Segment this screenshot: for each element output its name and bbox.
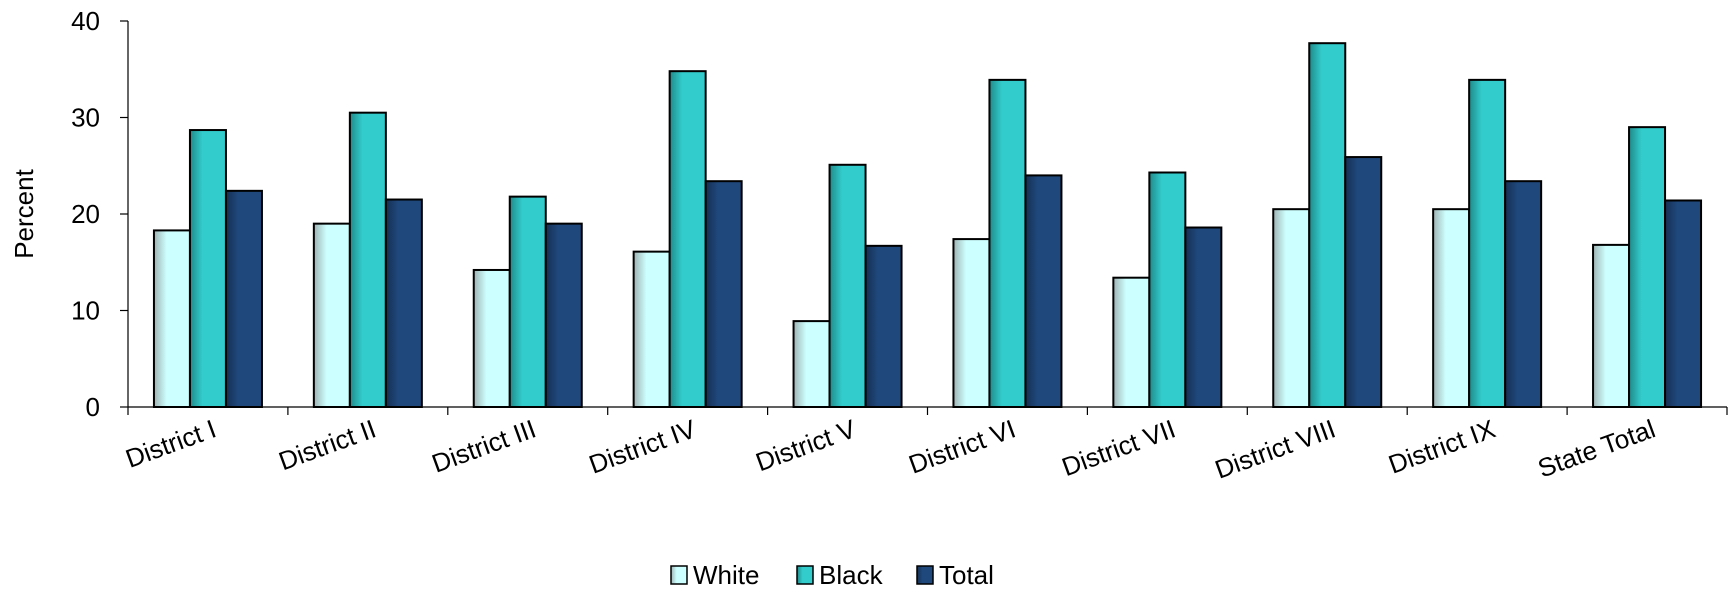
- bar-black-district-iii: [508, 195, 547, 408]
- bar-black-state-total: [1628, 126, 1667, 409]
- bar-total-district-iii: [544, 222, 583, 408]
- bar-black-district-i: [188, 129, 227, 408]
- x-tick-label-district-ix: District IX: [1384, 413, 1499, 479]
- x-tick-label-district-vi: District VI: [905, 413, 1020, 479]
- x-tick-label-district-v: District V: [752, 413, 861, 477]
- bar-white-district-v: [792, 320, 831, 408]
- legend-label-total: Total: [939, 560, 994, 590]
- y-tick-label: 0: [86, 392, 100, 422]
- legend: White Black Total: [670, 560, 994, 590]
- bar-white-district-vii: [1112, 276, 1151, 408]
- bar-total-district-i: [224, 189, 263, 408]
- bar-white-state-total: [1592, 243, 1631, 408]
- y-axis-title: Percent: [9, 168, 39, 258]
- legend-swatch-total: [916, 565, 934, 585]
- legend-swatch-black: [796, 565, 814, 585]
- bar-white-district-ix: [1432, 208, 1471, 408]
- bar-white-district-iv: [632, 250, 671, 408]
- bar-black-district-ii: [348, 111, 387, 409]
- bar-total-district-viii: [1344, 156, 1383, 408]
- bar-total-district-ix: [1504, 180, 1543, 408]
- axes-layer: [120, 20, 1728, 415]
- bar-white-district-i: [152, 229, 191, 408]
- bar-total-district-v: [864, 244, 903, 408]
- x-tick-label-district-viii: District VIII: [1211, 413, 1339, 484]
- bar-white-district-ii: [312, 222, 351, 408]
- x-tick-label-district-ii: District II: [275, 413, 380, 476]
- bar-black-district-vii: [1148, 171, 1187, 408]
- bar-black-district-iv: [668, 70, 707, 409]
- y-tick-label: 20: [71, 199, 100, 229]
- legend-swatch-white: [670, 565, 688, 585]
- x-tick-labels: District I District II District III Distric…: [122, 413, 1660, 484]
- bar-total-district-iv: [704, 180, 743, 408]
- legend-label-black: Black: [819, 560, 884, 590]
- bar-black-district-viii: [1308, 42, 1347, 408]
- x-tick-label-district-iv: District IV: [585, 413, 700, 479]
- bar-total-district-ii: [384, 198, 423, 408]
- x-tick-label-district-i: District I: [122, 413, 220, 473]
- bar-white-district-vi: [952, 238, 991, 408]
- bar-black-district-ix: [1468, 78, 1507, 409]
- x-tick-label-district-vii: District VII: [1058, 413, 1180, 482]
- bar-total-state-total: [1664, 199, 1703, 408]
- bar-black-district-vi: [988, 78, 1027, 409]
- x-tick-label-state-total: State Total: [1534, 413, 1659, 483]
- x-tick-label-district-iii: District III: [428, 413, 540, 478]
- y-tick-label: 30: [71, 103, 100, 133]
- legend-label-white: White: [693, 560, 759, 590]
- y-tick-label: 10: [71, 296, 100, 326]
- bar-total-district-vii: [1184, 226, 1223, 408]
- y-tick-label: 40: [71, 6, 100, 36]
- y-tick-labels: 0 10 20 30 40: [71, 6, 100, 422]
- bar-white-district-iii: [472, 268, 511, 408]
- bar-black-district-v: [828, 163, 867, 408]
- bar-total-district-vi: [1024, 174, 1063, 408]
- bar-white-district-viii: [1272, 208, 1311, 408]
- bars-layer: [152, 42, 1703, 409]
